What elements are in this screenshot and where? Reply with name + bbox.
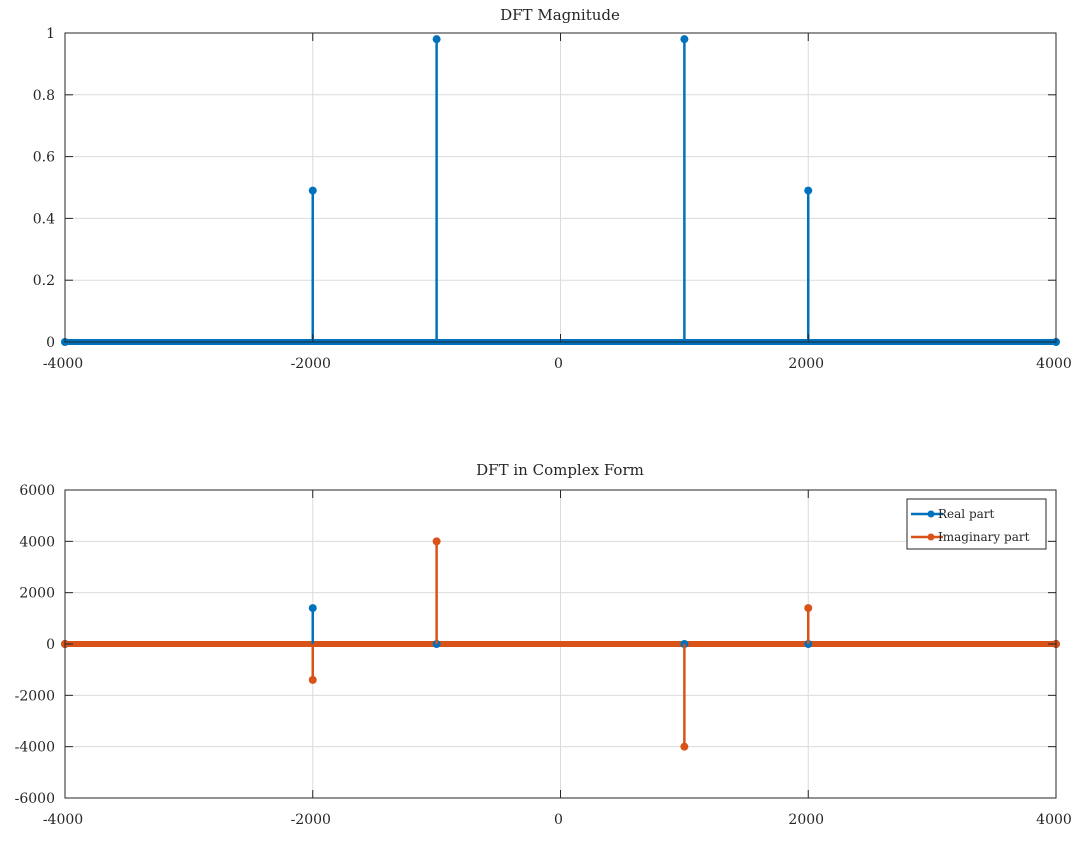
magnitude-ytick-label: 0 bbox=[46, 335, 55, 351]
magnitude-ytick-label: 0.8 bbox=[33, 88, 55, 104]
magnitude-series-0-point bbox=[804, 186, 813, 195]
complex-ytick-label: 2000 bbox=[19, 586, 55, 602]
complex-ytick-label: 6000 bbox=[19, 483, 55, 499]
magnitude-series-0-point bbox=[680, 35, 689, 44]
complex-ytick-label: -6000 bbox=[15, 791, 55, 807]
complex-stem-marks bbox=[61, 537, 1060, 751]
complex-series-1-point bbox=[432, 537, 441, 546]
legend-imaginary-marker bbox=[927, 533, 935, 541]
complex-xtick-label: -2000 bbox=[291, 812, 331, 828]
magnitude-ytick-label: 0.4 bbox=[33, 211, 55, 227]
magnitude-ytick-label: 1 bbox=[46, 26, 55, 42]
magnitude-subplot: DFT Magnitude -4000 -2000 0 2000 4000 0 0.2 0.4… bbox=[33, 6, 1072, 372]
complex-ytick-label: 0 bbox=[46, 637, 55, 653]
complex-xtick-label: -4000 bbox=[43, 812, 83, 828]
magnitude-chart-title: DFT Magnitude bbox=[500, 6, 620, 24]
legend-box bbox=[906, 498, 1047, 550]
magnitude-xtick-label: 0 bbox=[554, 356, 563, 372]
magnitude-xtick-label: -4000 bbox=[43, 356, 83, 372]
magnitude-xtick-label: 4000 bbox=[1036, 356, 1072, 372]
magnitude-series-0-point bbox=[432, 35, 441, 44]
magnitude-tick-labels: -4000 -2000 0 2000 4000 0 0.2 0.4 0.6 0.8 1 bbox=[33, 26, 1072, 372]
complex-tick-labels: -4000 -2000 0 2000 4000 -6000 -4000 -2000 0 2000 4… bbox=[15, 483, 1072, 828]
complex-subplot: DFT in Complex Form -4000 -2000 0 2000 4000-… bbox=[15, 461, 1072, 828]
complex-series-1-point bbox=[680, 742, 689, 751]
complex-series-0-point bbox=[308, 604, 317, 613]
complex-ytick-label: -2000 bbox=[15, 688, 55, 704]
complex-xtick-label: 0 bbox=[554, 812, 563, 828]
complex-ytick-label: 4000 bbox=[19, 534, 55, 550]
legend-imaginary-label: Imaginary part bbox=[938, 530, 1030, 544]
complex-legend: Real part Imaginary part bbox=[906, 498, 1047, 550]
complex-xtick-label: 2000 bbox=[788, 812, 824, 828]
magnitude-ytick-label: 0.6 bbox=[33, 150, 55, 166]
magnitude-xtick-label: -2000 bbox=[291, 356, 331, 372]
legend-real-marker bbox=[927, 510, 935, 518]
complex-chart-title: DFT in Complex Form bbox=[476, 461, 644, 479]
complex-series-1-point bbox=[308, 675, 317, 684]
complex-series-1-point bbox=[804, 604, 813, 613]
complex-ytick-label: -4000 bbox=[15, 740, 55, 756]
legend-real-label: Real part bbox=[938, 507, 995, 521]
magnitude-ytick-label: 0.2 bbox=[33, 273, 55, 289]
magnitude-series-0-point bbox=[308, 186, 317, 195]
complex-xtick-label: 4000 bbox=[1036, 812, 1072, 828]
magnitude-xtick-label: 2000 bbox=[788, 356, 824, 372]
